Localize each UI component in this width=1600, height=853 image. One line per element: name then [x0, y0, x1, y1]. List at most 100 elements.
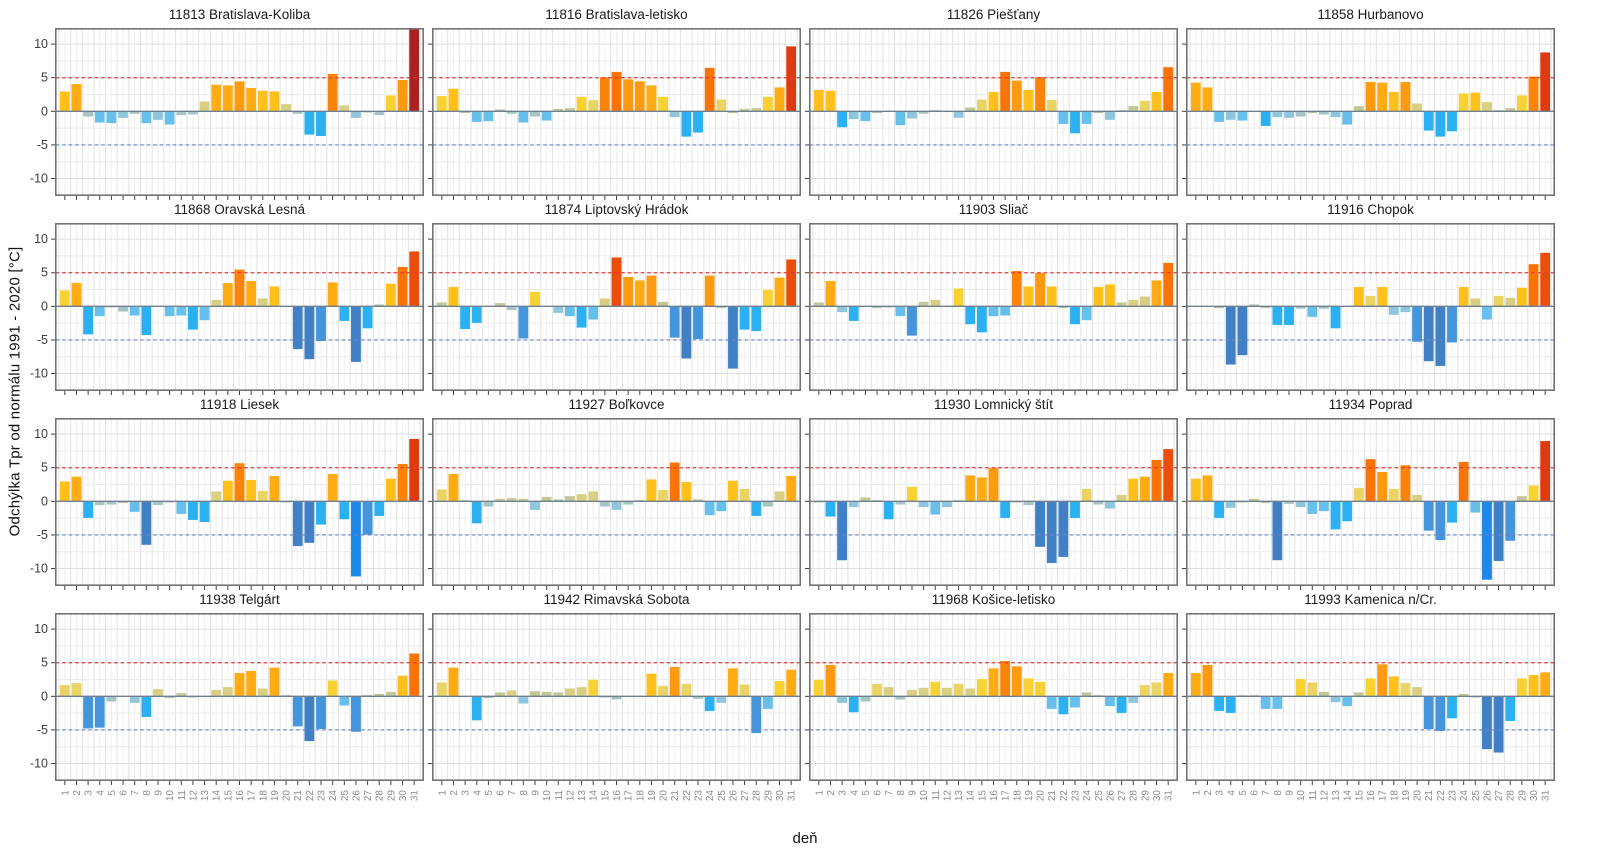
x-tick-label: 13	[1331, 790, 1342, 802]
bar-day-17	[622, 78, 634, 112]
bar-day-14	[587, 491, 599, 502]
bar-day-22	[1435, 306, 1446, 367]
x-tick-label: 7	[130, 790, 141, 796]
x-tick-label: 6	[496, 790, 507, 796]
y-tick-label: 5	[41, 461, 48, 475]
bar-day-1	[436, 682, 448, 697]
panel-title: 11918 Liesek	[199, 397, 280, 412]
bar-day-13	[199, 101, 210, 112]
x-tick-label: 3	[1215, 790, 1226, 796]
bar-day-16	[988, 667, 999, 697]
bar-day-27	[739, 306, 750, 331]
bar-day-26	[1104, 111, 1116, 121]
bar-day-14	[210, 491, 222, 502]
bar-day-16	[1365, 458, 1376, 502]
panel-chart	[428, 28, 801, 200]
bar-day-18	[634, 279, 646, 307]
bar-day-1	[59, 480, 71, 502]
panel-border	[809, 28, 1178, 196]
x-tick-label: 30	[1529, 790, 1540, 802]
bar-day-24	[1081, 306, 1092, 321]
x-tick-label: 29	[1140, 790, 1151, 802]
panel-chart: 10 5 0 -5 -10	[30, 223, 424, 395]
bar-day-30	[1528, 484, 1539, 502]
bar-day-9	[529, 501, 541, 511]
bar-day-5	[483, 111, 494, 122]
bar-day-29	[1516, 495, 1528, 502]
bar-day-19	[1400, 81, 1411, 112]
bar-day-29	[762, 96, 774, 112]
x-tick-label: 22	[1059, 790, 1070, 802]
bar-day-5	[860, 111, 871, 122]
bar-day-25	[715, 501, 727, 512]
bar-day-14	[210, 84, 222, 112]
bar-day-8	[1272, 306, 1283, 326]
bar-day-14	[1341, 501, 1353, 522]
panel-border	[55, 613, 424, 781]
bar-day-28	[1504, 696, 1516, 722]
bar-day-11	[929, 681, 941, 697]
bar-day-20	[657, 489, 669, 502]
bar-day-10	[918, 301, 929, 307]
bar-day-18	[257, 688, 269, 697]
x-tick-label: 30	[1152, 790, 1163, 802]
bar-day-4	[94, 696, 106, 729]
panel-title: 11816 Bratislava-letisko	[545, 7, 688, 22]
bar-day-8	[895, 306, 906, 317]
x-tick-label: 1	[60, 790, 71, 796]
bar-day-1	[436, 95, 448, 112]
bar-day-13	[953, 287, 964, 307]
bar-day-3	[1213, 696, 1225, 712]
bar-day-31	[1539, 51, 1551, 112]
bar-day-14	[587, 679, 599, 697]
panel-chart	[1182, 418, 1555, 590]
bar-day-12	[941, 687, 953, 697]
bar-day-24	[1458, 92, 1469, 112]
bar-day-5	[1237, 306, 1248, 356]
x-tick-label: 15	[977, 790, 988, 802]
bar-day-28	[1504, 297, 1516, 307]
y-tick-label: 10	[34, 622, 48, 636]
y-axis-title-wrap: Odchýlka Tpr od normálu 1991 - 2020 [°C]	[2, 0, 28, 783]
bar-day-29	[1139, 100, 1151, 112]
bar-day-8	[141, 501, 152, 546]
station-panel: 11927 Boľkovce	[428, 396, 801, 590]
panel-chart	[428, 418, 801, 590]
x-tick-label: 29	[386, 790, 397, 802]
x-tick-label: 28	[752, 790, 763, 802]
bar-day-22	[304, 306, 315, 360]
bar-day-8	[1272, 501, 1283, 561]
bar-day-18	[1388, 306, 1400, 316]
bar-day-23	[1069, 306, 1081, 325]
bar-day-8	[1272, 696, 1283, 710]
bar-day-23	[1069, 696, 1081, 708]
bar-day-21	[1046, 696, 1058, 710]
x-tick-label: 1	[437, 790, 448, 796]
bar-day-20	[1411, 103, 1423, 112]
bar-day-7	[883, 501, 895, 520]
x-tick-label: 20	[659, 790, 670, 802]
x-tick-label: 1	[1191, 790, 1202, 796]
bar-day-4	[1225, 111, 1237, 121]
bar-day-20	[1034, 272, 1046, 307]
x-tick-label: 10	[542, 790, 553, 802]
bar-day-12	[187, 501, 199, 521]
bar-day-21	[669, 666, 681, 697]
bar-day-13	[199, 306, 210, 321]
bar-day-10	[1295, 501, 1306, 508]
x-tick-label: 21	[1047, 790, 1058, 802]
x-tick-label: 23	[1071, 790, 1082, 802]
bar-day-17	[999, 660, 1011, 697]
bar-day-26	[350, 501, 362, 577]
bar-day-3	[82, 111, 94, 117]
bar-day-5	[483, 501, 494, 507]
bar-day-14	[1341, 696, 1353, 707]
bar-day-9	[152, 688, 164, 697]
bar-day-21	[669, 306, 681, 339]
y-tick-label: -5	[37, 138, 48, 152]
panel-title: 11868 Oravská Lesná	[173, 202, 306, 217]
x-tick-label: 3	[461, 790, 472, 796]
panel-border	[55, 223, 424, 391]
x-tick-label: 15	[1354, 790, 1365, 802]
